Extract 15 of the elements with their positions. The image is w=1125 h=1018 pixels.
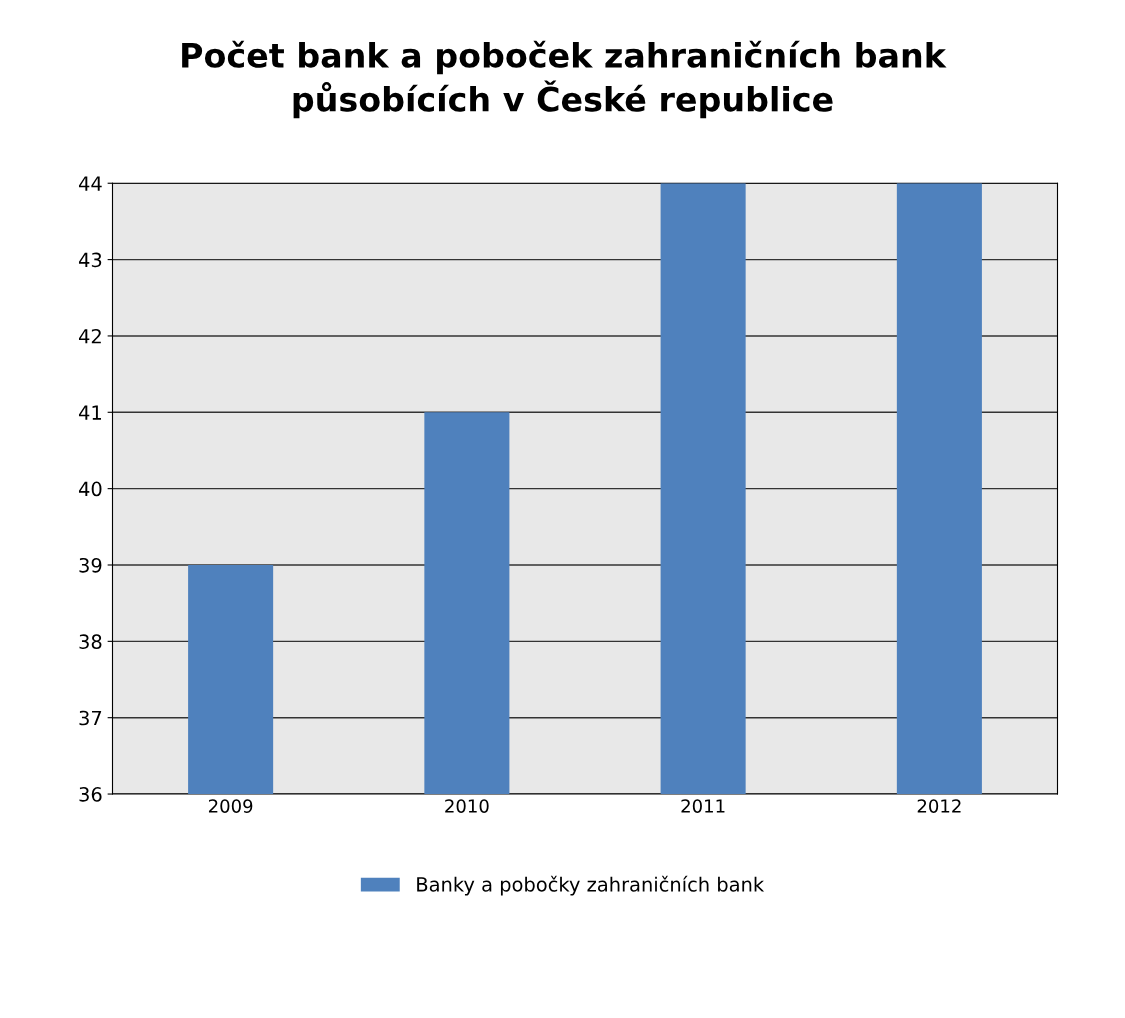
y-tick-label: 38 <box>79 634 102 649</box>
y-tick-label: 43 <box>78 252 102 268</box>
x-tick-label: 2012 <box>917 799 961 813</box>
y-tick-label: 41 <box>78 405 101 420</box>
y-tick-label: 39 <box>79 557 102 573</box>
legend-label: Banky a pobočky zahraničních bank <box>417 875 765 896</box>
x-tick-label: 2010 <box>445 799 489 813</box>
y-tick-label: 44 <box>78 176 102 191</box>
y-tick-label: 42 <box>78 328 101 344</box>
x-tick-label: 2011 <box>681 799 725 813</box>
y-tick-label: 36 <box>79 787 102 802</box>
y-tick-label: 37 <box>79 710 102 726</box>
x-tick-label: 2009 <box>208 799 253 813</box>
y-tick-label: 40 <box>78 481 102 497</box>
chart-title: Počet bank a poboček zahraničních bank působících v České republice <box>182 40 947 119</box>
